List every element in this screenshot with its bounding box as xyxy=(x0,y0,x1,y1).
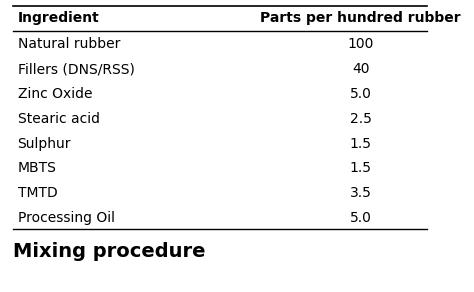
Text: 1.5: 1.5 xyxy=(350,161,372,175)
Text: Stearic acid: Stearic acid xyxy=(18,112,100,126)
Text: Parts per hundred rubber: Parts per hundred rubber xyxy=(260,11,461,25)
Text: Sulphur: Sulphur xyxy=(18,137,71,151)
Text: Processing Oil: Processing Oil xyxy=(18,211,115,225)
Text: Fillers (DNS/RSS): Fillers (DNS/RSS) xyxy=(18,62,135,76)
Text: 40: 40 xyxy=(352,62,369,76)
Text: 5.0: 5.0 xyxy=(350,211,372,225)
Text: Mixing procedure: Mixing procedure xyxy=(13,242,206,262)
Text: TMTD: TMTD xyxy=(18,186,57,200)
Text: 2.5: 2.5 xyxy=(350,112,372,126)
Text: Ingredient: Ingredient xyxy=(18,11,100,25)
Text: Natural rubber: Natural rubber xyxy=(18,37,120,51)
Text: Zinc Oxide: Zinc Oxide xyxy=(18,87,92,101)
Text: 100: 100 xyxy=(347,37,374,51)
Text: 5.0: 5.0 xyxy=(350,87,372,101)
Text: 1.5: 1.5 xyxy=(350,137,372,151)
Text: 3.5: 3.5 xyxy=(350,186,372,200)
Text: MBTS: MBTS xyxy=(18,161,56,175)
